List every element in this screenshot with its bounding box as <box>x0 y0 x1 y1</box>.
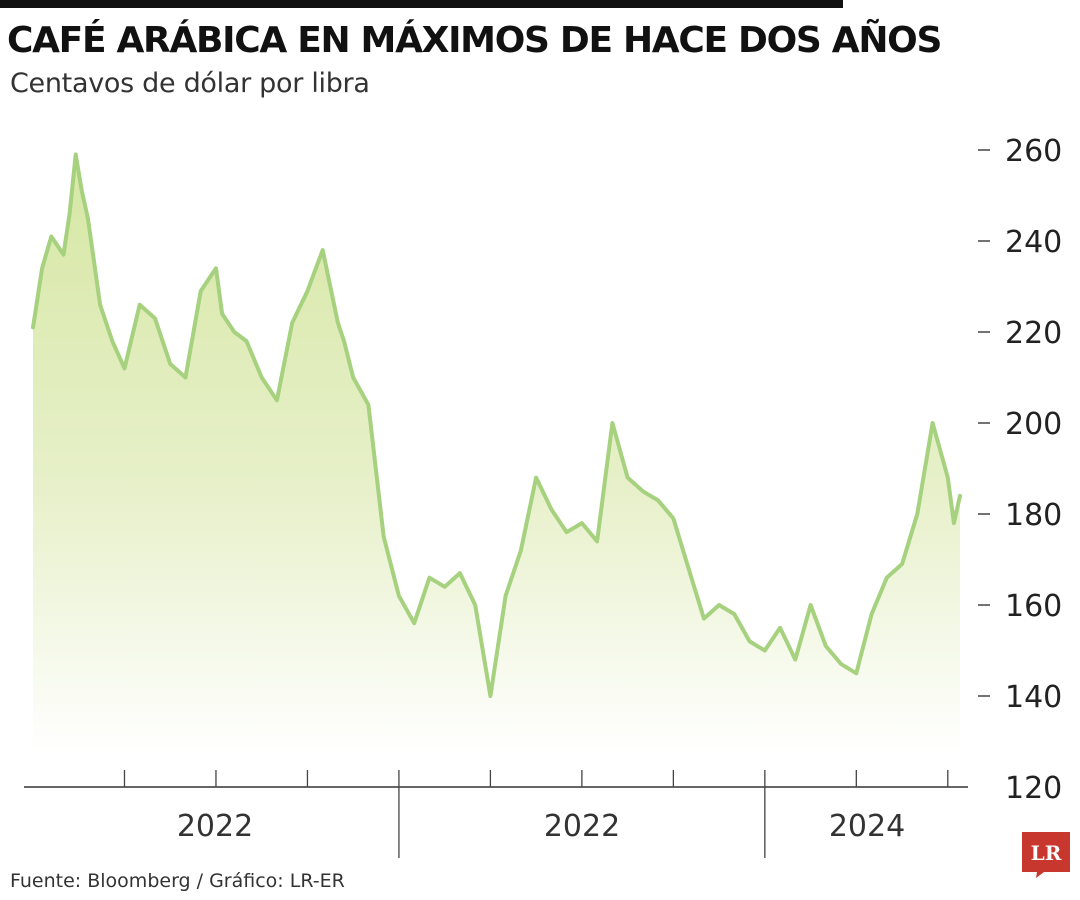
y-tick-label: 180 <box>1005 498 1062 533</box>
x-tick-label: 2024 <box>829 809 905 844</box>
chart-subtitle: Centavos de dólar por libra <box>10 68 370 99</box>
x-tick-label: 2022 <box>177 809 253 844</box>
y-tick-label: 160 <box>1005 589 1062 624</box>
source-note: Fuente: Bloomberg / Gráfico: LR-ER <box>10 870 345 892</box>
x-tick-label: 2022 <box>544 809 620 844</box>
logo-text: LR <box>1031 841 1062 865</box>
lr-logo: LR <box>1022 832 1070 878</box>
top-rule <box>0 0 843 8</box>
chart-title: CAFÉ ARÁBICA EN MÁXIMOS DE HACE DOS AÑOS <box>7 20 942 61</box>
y-tick-label: 260 <box>1005 134 1062 169</box>
y-tick-label: 220 <box>1005 316 1062 351</box>
price-line <box>31 152 962 698</box>
y-tick-label: 120 <box>1005 771 1062 806</box>
price-area <box>33 154 960 755</box>
y-tick-label: 200 <box>1005 407 1062 442</box>
y-tick-label: 240 <box>1005 225 1062 260</box>
y-tick-label: 140 <box>1005 680 1062 715</box>
